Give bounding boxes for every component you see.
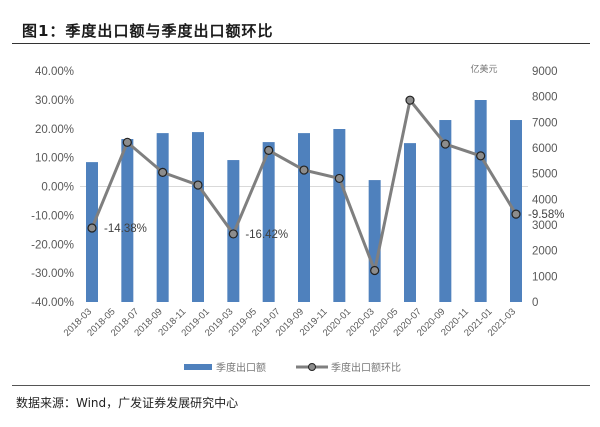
line-point xyxy=(511,209,521,219)
data-label: -14.38% xyxy=(104,223,147,235)
line-point xyxy=(264,145,274,156)
left-axis-tick: -10.00% xyxy=(31,210,74,222)
line-point xyxy=(334,173,344,184)
legend-label-bar: 季度出口额 xyxy=(216,361,266,374)
left-axis-tick: 30.00% xyxy=(35,95,74,107)
legend-label-line: 季度出口额环比 xyxy=(331,361,401,374)
left-axis-tick: 20.00% xyxy=(35,124,74,136)
right-axis-tick: 3000 xyxy=(532,220,558,232)
legend-swatch-bar xyxy=(184,364,212,370)
right-axis-tick: 6000 xyxy=(532,143,558,155)
line-point xyxy=(299,165,309,175)
right-axis-tick: 7000 xyxy=(532,117,558,129)
left-axis-tick: 0.00% xyxy=(41,182,74,194)
bar-季度出口额 xyxy=(121,139,134,302)
figure-title: 图1：季度出口额与季度出口额环比 xyxy=(22,22,274,40)
bar-季度出口额 xyxy=(404,143,416,302)
right-axis-tick: 8000 xyxy=(532,92,558,104)
line-point xyxy=(228,229,238,239)
title-divider xyxy=(12,43,590,44)
line-point xyxy=(370,265,380,276)
bar-季度出口额 xyxy=(439,120,452,302)
line-point xyxy=(87,223,97,233)
bar-季度出口额 xyxy=(298,133,310,302)
left-axis-tick: -20.00% xyxy=(31,239,74,251)
left-axis-tick: 40.00% xyxy=(35,66,74,78)
line-point xyxy=(193,180,203,190)
bar-季度出口额 xyxy=(474,100,487,303)
line-point xyxy=(476,151,486,161)
right-axis-unit: 亿美元 xyxy=(470,63,497,75)
bar-季度出口额 xyxy=(262,142,275,302)
source-note: 数据来源：Wind，广发证券发展研究中心 xyxy=(16,396,239,410)
left-axis-tick: -40.00% xyxy=(31,297,74,309)
line-point xyxy=(440,139,450,149)
legend-marker xyxy=(308,363,316,371)
line-point xyxy=(405,95,415,105)
line-point xyxy=(122,137,132,147)
right-axis-tick: 4000 xyxy=(532,194,558,206)
right-axis-tick: 0 xyxy=(532,297,538,309)
right-axis-tick: 2000 xyxy=(532,246,558,258)
bar-季度出口额 xyxy=(192,132,204,302)
left-axis-tick: -30.00% xyxy=(31,268,74,280)
data-label: -9.58% xyxy=(528,209,564,221)
bar-季度出口额 xyxy=(156,133,169,302)
bar-季度出口额 xyxy=(333,129,346,302)
line-point xyxy=(158,167,168,177)
bar-季度出口额 xyxy=(368,180,381,302)
left-axis-tick: 10.00% xyxy=(35,153,74,165)
data-label: -16.42% xyxy=(245,229,288,241)
right-axis-tick: 5000 xyxy=(532,169,558,181)
right-axis-tick: 1000 xyxy=(532,271,558,283)
right-axis-tick: 9000 xyxy=(532,66,558,78)
source-divider xyxy=(12,385,590,386)
